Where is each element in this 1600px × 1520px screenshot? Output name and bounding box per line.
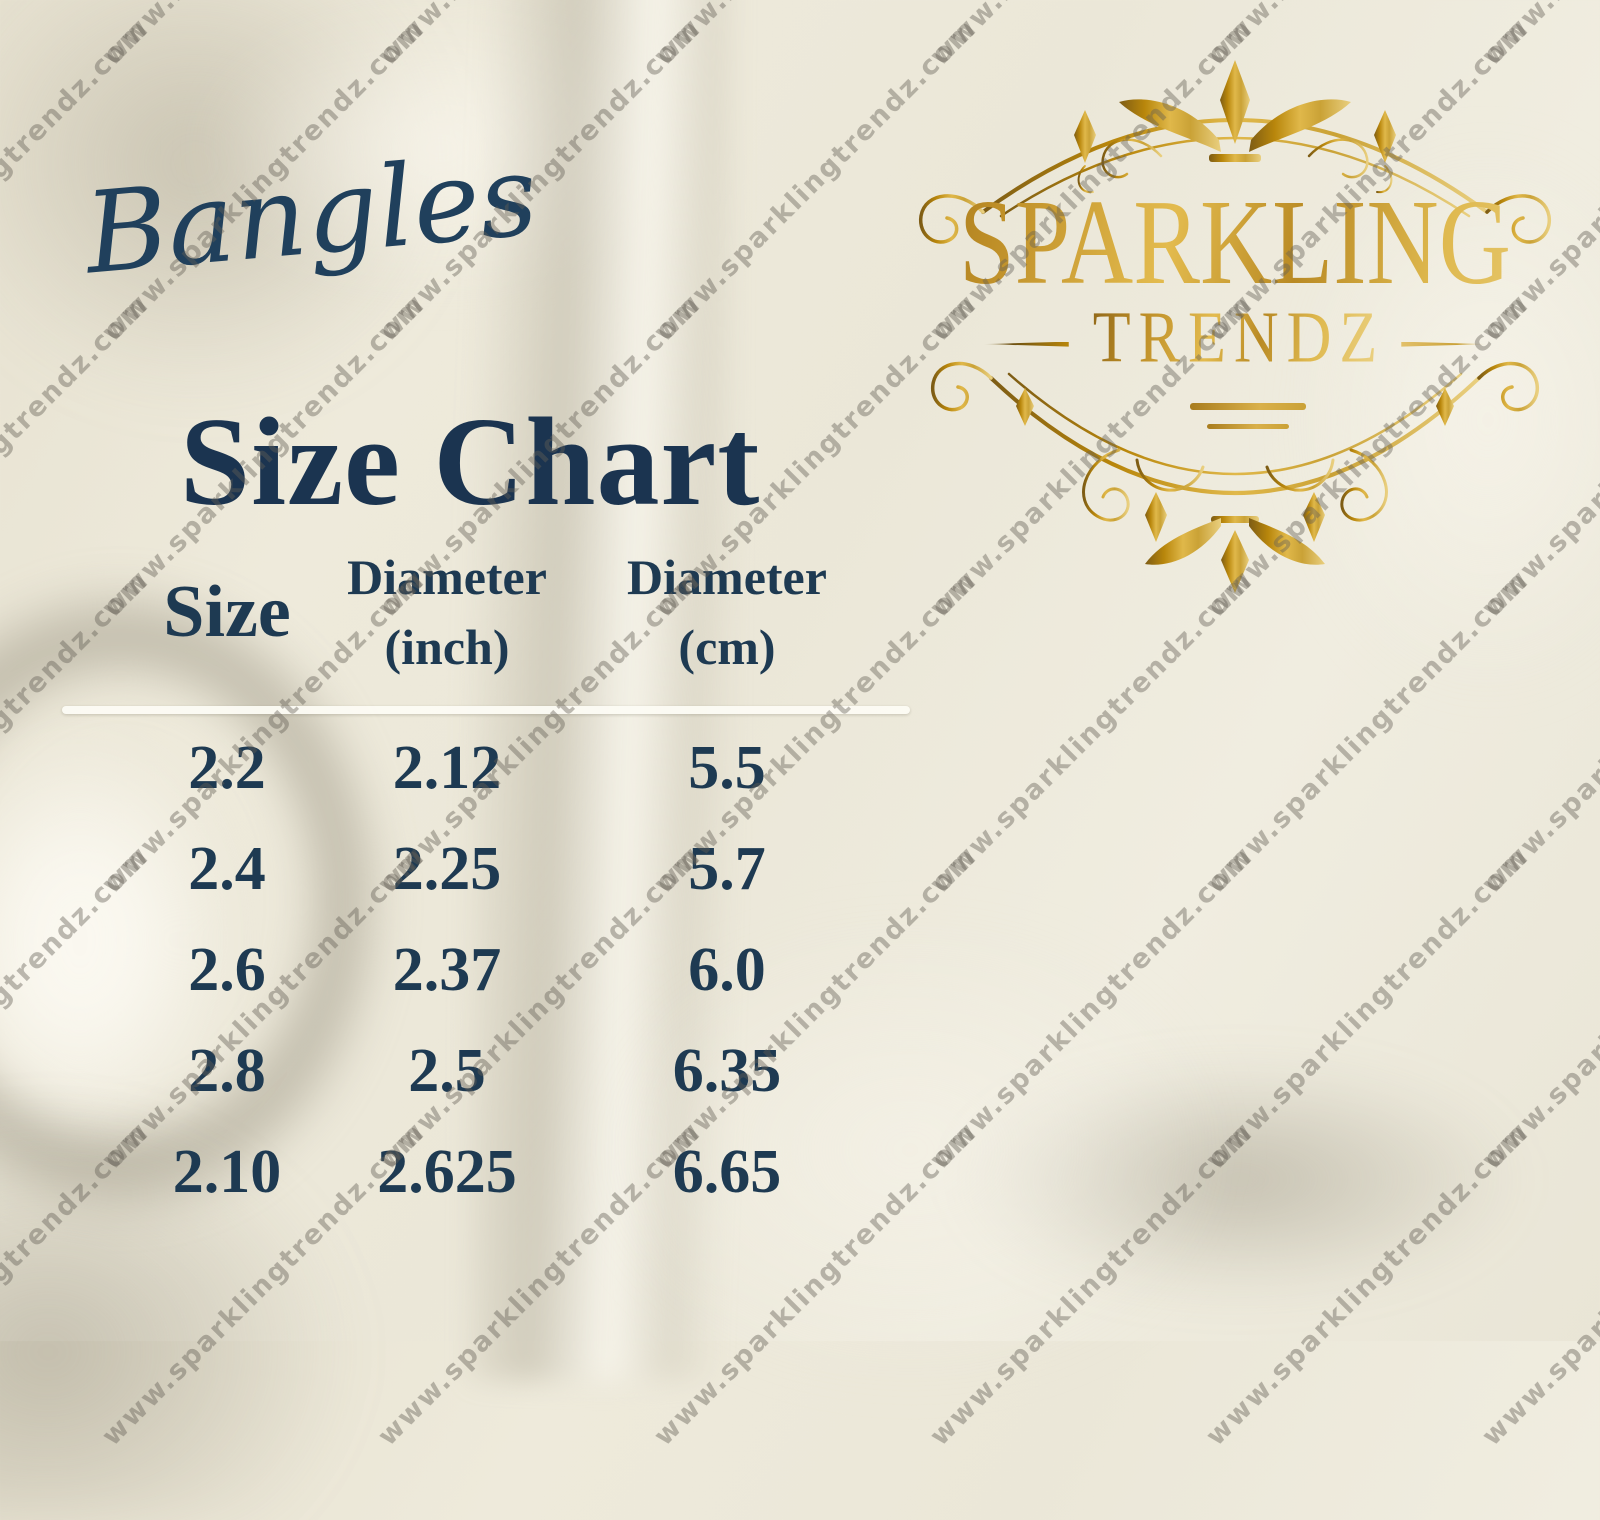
table-cell: 2.12 [392,734,502,802]
size-table-header: Size Diameter (inch) Diameter (cm) [62,533,952,691]
watermark-text: www.sparklingtrendz.com [0,0,155,72]
watermark-text: www.sparklingtrendz.com [924,1116,1260,1452]
watermark-text: www.sparklingtrendz.com [1200,564,1536,900]
table-cell: 2.10 [172,1138,282,1206]
logo-underline-2 [1207,424,1289,429]
watermark-text: www.sparklingtrendz.com [1476,840,1600,1176]
table-cell: 2.625 [377,1138,517,1206]
table-cell: 2.4 [188,835,266,903]
table-cell: 2.37 [392,936,502,1004]
table-cell: 2.2 [188,734,266,802]
watermark-text: www.sparklingtrendz.com [96,0,431,72]
column-header-line2: (inch) [384,619,510,675]
table-cell: 6.65 [672,1138,782,1206]
logo-wordmark-trendz-row: TRENDZ [835,298,1600,378]
table-cell: 6.0 [688,936,766,1004]
table-cell: 6.35 [672,1037,782,1105]
logo-dash-left-icon [982,341,1069,347]
logo-wordmark-sparkling: SPARKLING [835,170,1600,316]
logo-wordmark-trendz: TRENDZ [1085,298,1386,378]
watermark-text: www.sparklingtrendz.com [1200,840,1536,1176]
table-cell: 2.6 [188,936,266,1004]
table-cell: 2.8 [188,1037,266,1105]
fabric-fold-bottom-right [920,1020,1600,1440]
heading-script-bangles: Bangles [80,130,543,300]
table-cell: 5.7 [688,835,766,903]
watermark-text: www.sparklingtrendz.com [1476,1116,1600,1452]
column-header-diameter-inch: Diameter (inch) [347,533,547,691]
logo-underline-1 [1190,403,1306,410]
logo-dash-right-icon [1401,341,1488,347]
watermark-text: www.sparklingtrendz.com [924,840,1260,1176]
watermark-text: www.sparklingtrendz.com [1200,1116,1536,1452]
header-divider-line [62,706,910,714]
column-header-line2: (cm) [678,619,776,675]
column-header-line1: Diameter [627,549,827,605]
watermark-text: www.sparklingtrendz.com [372,0,707,72]
table-cell: 2.5 [408,1037,486,1105]
column-header-size: Size [163,570,291,653]
size-table-body: 2.2 2.12 5.5 2.4 2.25 5.7 2.6 2.37 6.0 2… [62,718,952,1223]
watermark-text: www.sparklingtrendz.com [924,564,1260,900]
table-cell: 2.25 [392,835,502,903]
page-title-size-chart: Size Chart [180,393,761,532]
table-cell: 5.5 [688,734,766,802]
watermark-text: www.sparklingtrendz.com [1476,564,1600,900]
column-header-diameter-cm: Diameter (cm) [502,533,952,691]
